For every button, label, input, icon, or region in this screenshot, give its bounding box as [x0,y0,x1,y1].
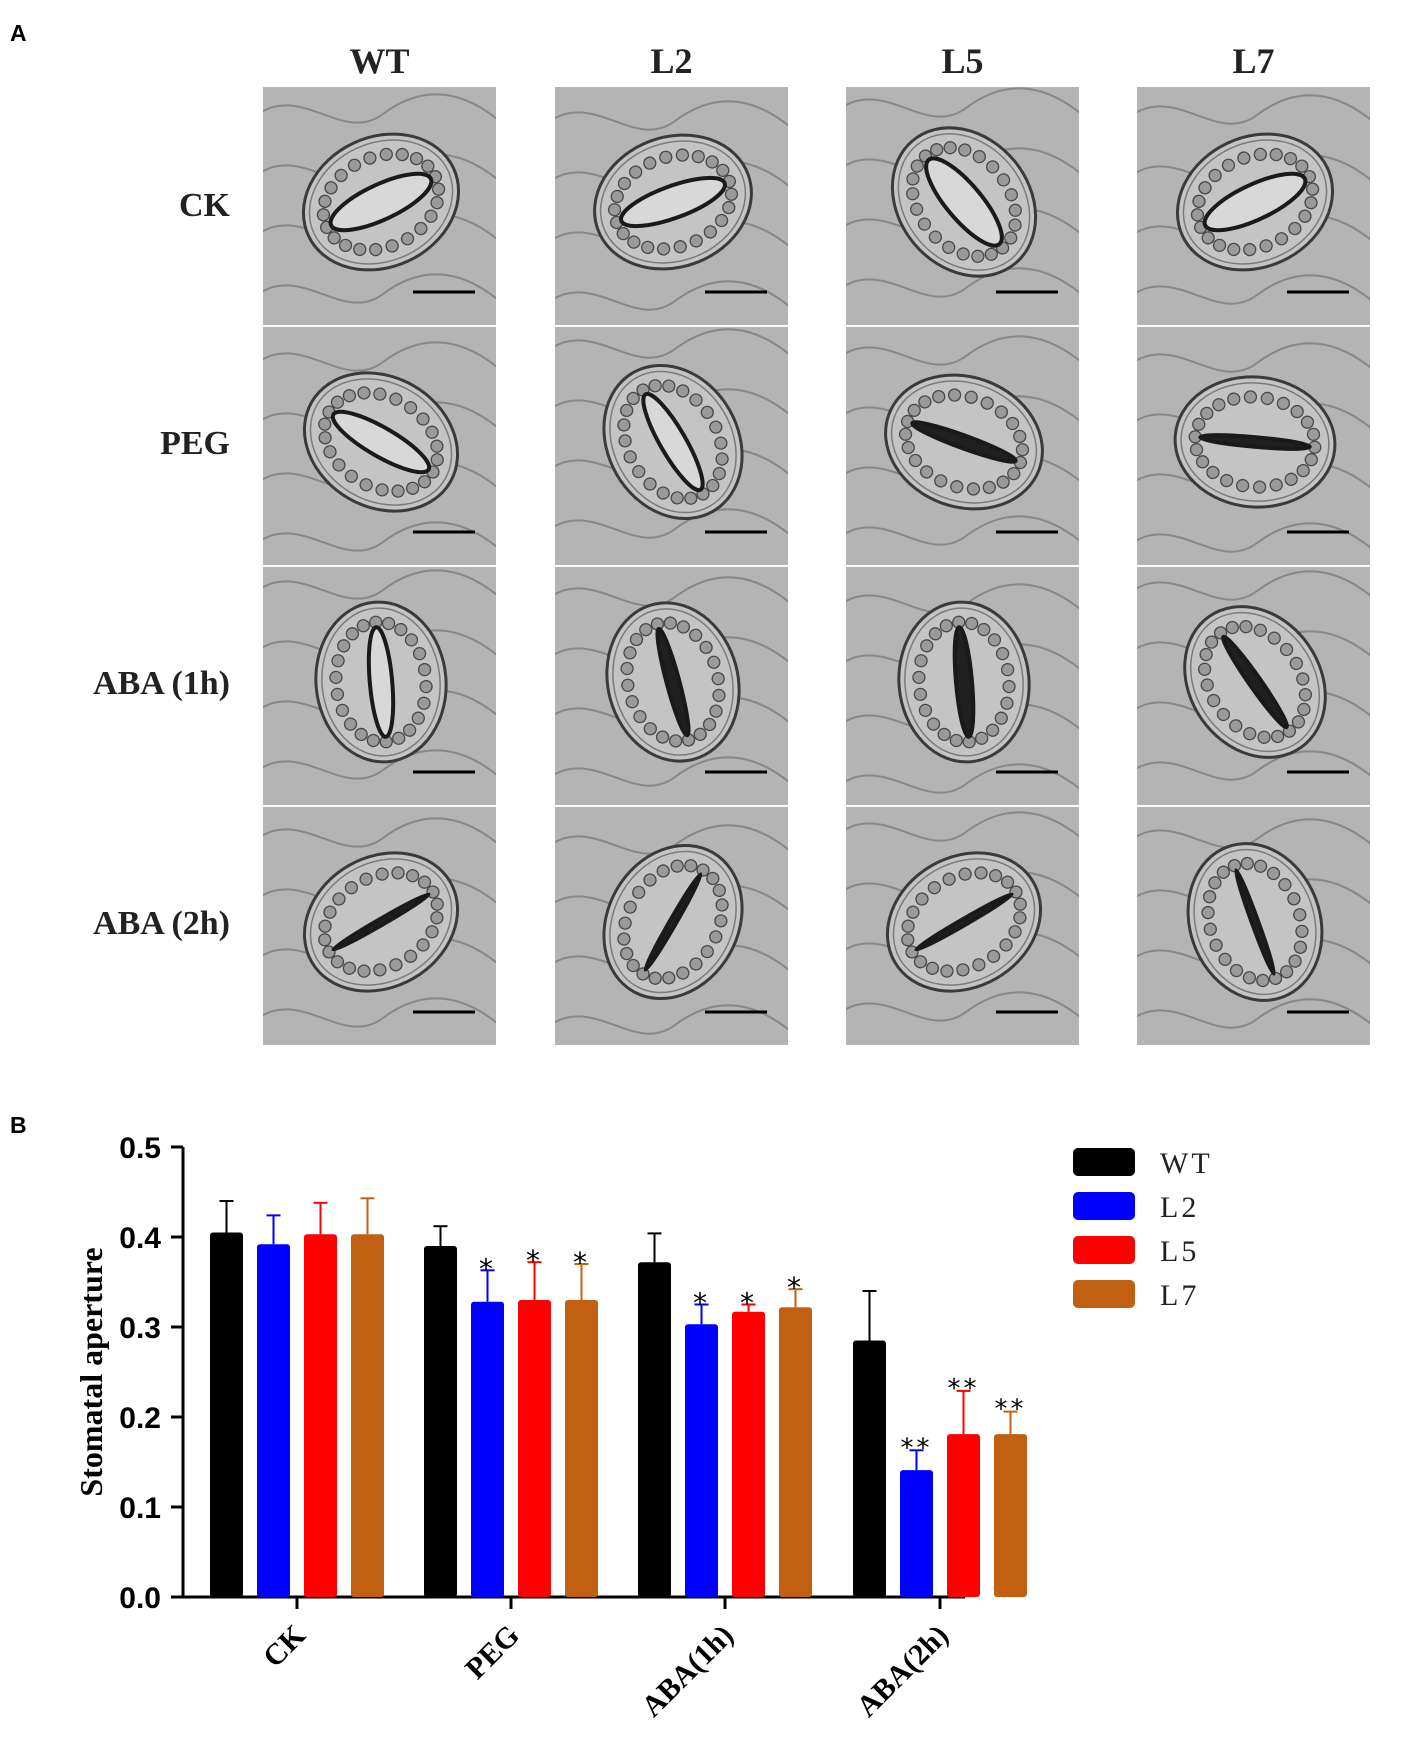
legend-label-l5: L5 [1160,1235,1199,1268]
row-header-ck: CK [179,187,230,224]
bar-l2-aba2h [900,1470,933,1597]
y-tick-label: 0.2 [119,1402,161,1435]
stomata-micrograph [263,327,496,565]
stomata-micrograph [555,87,788,325]
micrograph-tile [555,567,788,805]
significance-mark: ** [901,1433,933,1463]
stomata-micrograph [263,807,496,1045]
significance-mark: ** [995,1395,1027,1425]
micrograph-tile [846,807,1079,1045]
bar-l5-ck [304,1234,337,1597]
bar-l7-peg [565,1300,598,1597]
column-header-l5: L5 [941,41,984,81]
significance-mark: * [573,1246,590,1279]
bar-l7-aba1h [779,1307,812,1597]
stomata-micrograph [555,567,788,805]
bar-l5-aba1h [732,1311,765,1597]
stomata-micrograph [846,87,1079,325]
legend-swatch-l5 [1073,1236,1135,1264]
bar-wt-aba1h [638,1262,671,1597]
legend-label-l2: L2 [1160,1191,1199,1224]
micrograph-tile [263,567,496,805]
micrograph-tile [846,87,1079,325]
bar-wt-aba2h [853,1340,886,1597]
micrograph-tile [1137,567,1370,805]
stomata-micrograph [555,807,788,1045]
y-tick-label: 0.3 [119,1312,161,1345]
column-header-l2: L2 [650,41,693,81]
stomata-micrograph [555,327,788,565]
stomata-micrograph [1137,327,1370,565]
bar-wt-peg [424,1246,457,1597]
micrograph-tile [263,807,496,1045]
panel-a-label: A [10,20,27,46]
micrograph-tile [555,807,788,1045]
significance-mark: * [693,1287,710,1320]
x-tick-label: ABA(1h) [635,1619,740,1724]
micrograph-tile [846,567,1079,805]
significance-mark: ** [948,1374,980,1404]
bar-l2-ck [257,1244,290,1597]
legend-swatch-l7 [1073,1280,1135,1308]
significance-mark: * [740,1287,757,1320]
legend-swatch-l2 [1073,1192,1135,1220]
bar-l2-aba1h [685,1324,718,1597]
stomata-micrograph [1137,807,1370,1045]
micrograph-tile [555,87,788,325]
legend-swatch-wt [1073,1148,1135,1176]
bar-l5-aba2h [947,1434,980,1597]
micrograph-tile [555,327,788,565]
micrograph-tile [1137,87,1370,325]
stomata-micrograph [846,807,1079,1045]
micrograph-tile [263,87,496,325]
stomata-micrograph [263,87,496,325]
micrograph-tile [263,327,496,565]
significance-mark: * [526,1244,543,1277]
legend-label-l7: L7 [1160,1279,1199,1312]
significance-mark: * [479,1252,496,1285]
micrograph-tile [846,327,1079,565]
y-tick-label: 0.0 [119,1582,161,1615]
bar-l5-peg [518,1300,551,1597]
y-tick-label: 0.1 [119,1492,161,1525]
row-header-aba-1h: ABA (1h) [93,665,230,702]
row-header-aba-2h: ABA (2h) [93,905,230,942]
stomata-micrograph [846,567,1079,805]
x-tick-label: CK [257,1618,313,1674]
x-tick-label: PEG [459,1619,526,1686]
stomata-micrograph [1137,87,1370,325]
y-axis-label: Stomatal aperture [73,1247,109,1496]
column-header-wt: WT [349,41,410,81]
significance-mark: * [787,1271,804,1304]
row-header-peg: PEG [160,425,230,462]
panel-b-label: B [10,1112,27,1138]
y-tick-label: 0.4 [119,1222,161,1255]
column-header-l7: L7 [1232,41,1275,81]
bar-l7-aba2h [994,1434,1027,1597]
micrograph-tile [1137,327,1370,565]
bar-l7-ck [351,1234,384,1597]
stomata-micrograph [263,567,496,805]
bar-l2-peg [471,1301,504,1597]
stomata-micrograph [846,327,1079,565]
legend-label-wt: WT [1160,1147,1213,1180]
stomata-micrograph [1137,567,1370,805]
bar-wt-ck [210,1232,243,1597]
micrograph-tile [1137,807,1370,1045]
y-tick-label: 0.5 [119,1132,161,1165]
x-tick-label: ABA(2h) [850,1619,955,1724]
